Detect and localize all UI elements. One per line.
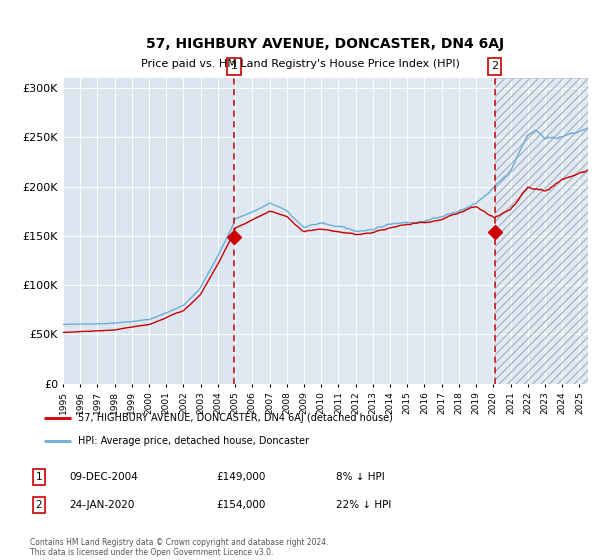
Text: 1: 1 bbox=[35, 472, 43, 482]
Text: 2: 2 bbox=[35, 500, 43, 510]
Text: HPI: Average price, detached house, Doncaster: HPI: Average price, detached house, Donc… bbox=[78, 436, 309, 446]
Text: 8% ↓ HPI: 8% ↓ HPI bbox=[336, 472, 385, 482]
Text: £154,000: £154,000 bbox=[216, 500, 265, 510]
Text: 57, HIGHBURY AVENUE, DONCASTER, DN4 6AJ (detached house): 57, HIGHBURY AVENUE, DONCASTER, DN4 6AJ … bbox=[78, 413, 392, 423]
Text: 22% ↓ HPI: 22% ↓ HPI bbox=[336, 500, 391, 510]
Bar bbox=[494, 78, 588, 384]
Text: Contains HM Land Registry data © Crown copyright and database right 2024.
This d: Contains HM Land Registry data © Crown c… bbox=[30, 538, 329, 557]
Text: £149,000: £149,000 bbox=[216, 472, 265, 482]
Text: Price paid vs. HM Land Registry's House Price Index (HPI): Price paid vs. HM Land Registry's House … bbox=[140, 59, 460, 69]
Title: 57, HIGHBURY AVENUE, DONCASTER, DN4 6AJ: 57, HIGHBURY AVENUE, DONCASTER, DN4 6AJ bbox=[146, 37, 505, 51]
Text: 2: 2 bbox=[491, 62, 498, 72]
Text: 1: 1 bbox=[230, 62, 238, 72]
Bar bbox=[234, 78, 494, 384]
Bar bbox=[494, 78, 588, 384]
Text: 24-JAN-2020: 24-JAN-2020 bbox=[69, 500, 134, 510]
Text: 09-DEC-2004: 09-DEC-2004 bbox=[69, 472, 138, 482]
